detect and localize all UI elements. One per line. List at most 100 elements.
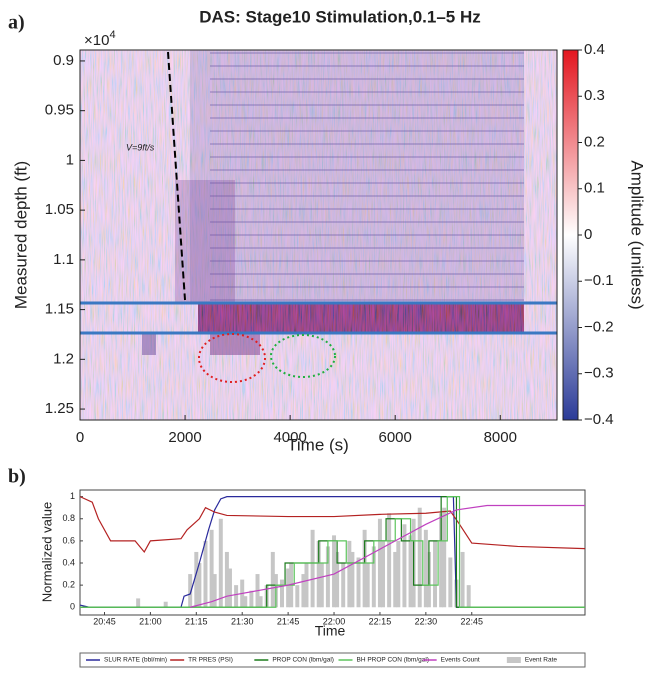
y-tick-label: 0 <box>70 602 75 612</box>
velocity-line <box>167 51 186 301</box>
x-tick-label: 2000 <box>168 429 201 446</box>
bar <box>362 529 367 608</box>
x-axis-label: Time <box>315 623 346 639</box>
y-tick-label: 0.2 <box>62 580 75 590</box>
y-axis-label: Measured depth (ft) <box>11 161 30 309</box>
bar <box>270 551 275 608</box>
bar <box>227 568 232 608</box>
highlight-ellipse <box>198 333 266 383</box>
colorbar-tick-label: −0.3 <box>584 365 614 382</box>
colorbar-tick-label: 0.2 <box>584 133 605 150</box>
bar <box>163 601 168 608</box>
bar <box>295 585 300 608</box>
x-tick-label: 8000 <box>484 429 517 446</box>
x-tick-label: 20:45 <box>93 616 116 626</box>
colorbar-tick-label: −0.1 <box>584 272 614 289</box>
bar <box>249 590 254 608</box>
bar <box>417 507 422 608</box>
bar <box>439 513 444 608</box>
y-tick-label: 0.95 <box>45 102 74 119</box>
y-offset-base: ×10 <box>84 32 109 49</box>
bar <box>136 598 141 608</box>
y-tick-label: 0.4 <box>62 557 75 567</box>
bar <box>402 524 407 608</box>
panel-label: b) <box>8 466 26 488</box>
colorbar-tick-label: −0.4 <box>584 411 614 428</box>
bar <box>304 563 309 608</box>
x-tick-label: 22:45 <box>460 616 483 626</box>
series-line <box>190 504 585 608</box>
legend <box>79 652 586 668</box>
legend-label: TR PRES (PSI) <box>188 657 233 664</box>
bar <box>188 574 193 608</box>
bar <box>365 563 370 608</box>
legend-label: BH PROP CON (lbm/gal) <box>357 657 429 664</box>
bar <box>209 529 214 608</box>
colorbar-tick-label: 0.4 <box>584 41 605 58</box>
heatmap-image <box>80 50 557 420</box>
bar <box>258 596 263 608</box>
bar <box>197 563 202 608</box>
x-tick-label: 21:15 <box>185 616 208 626</box>
bar <box>466 585 471 608</box>
bar <box>393 551 398 608</box>
bar <box>377 518 382 608</box>
bar <box>335 551 340 608</box>
bar <box>319 563 324 608</box>
bar <box>212 574 217 608</box>
legend-swatch <box>506 657 521 663</box>
x-tick-label: 21:00 <box>139 616 162 626</box>
y-tick-label: 1 <box>70 491 75 501</box>
bar <box>341 563 346 608</box>
bar <box>423 529 428 608</box>
annotation: V=9ft/s <box>126 142 155 152</box>
y-tick-label: 0.8 <box>62 513 75 523</box>
y-tick-label: 1.25 <box>45 400 74 417</box>
y-tick-label: 1.05 <box>45 201 74 218</box>
x-tick-label: 6000 <box>379 429 412 446</box>
x-tick-label: 4000 <box>273 429 306 446</box>
x-tick-label: 22:00 <box>323 616 346 626</box>
legend-label: PROP CON (lbm/gal) <box>272 657 334 664</box>
highlight-ellipse <box>270 334 336 378</box>
axes-frame <box>79 489 586 616</box>
y-offset: ×104 <box>84 29 116 49</box>
colorbar-tick-label: 0.3 <box>584 87 605 104</box>
colorbar-tick-label: 0.1 <box>584 180 605 197</box>
x-axis-label: Time (s) <box>287 435 349 454</box>
bar <box>356 557 361 608</box>
y-axis-label: Normalized value <box>39 502 54 602</box>
bar <box>347 540 352 608</box>
bar <box>371 546 376 608</box>
bar <box>460 551 465 608</box>
x-tick-label: 21:45 <box>277 616 300 626</box>
legend-label: Event Rate <box>525 657 558 664</box>
bar <box>243 596 248 608</box>
series-line <box>80 496 585 608</box>
series-line <box>79 496 586 554</box>
bar <box>448 557 453 608</box>
x-tick-label: 0 <box>76 429 84 446</box>
colorbar-tick-label: 0 <box>584 226 592 243</box>
bar <box>350 551 355 608</box>
colorbar-label: Amplitude (unitless) <box>628 160 647 309</box>
x-tick-label: 21:30 <box>231 616 254 626</box>
legend-label: Events Count <box>441 657 480 664</box>
bar <box>332 535 337 608</box>
y-tick-label: 0.6 <box>62 535 75 545</box>
bar <box>387 513 392 608</box>
bar <box>234 585 239 608</box>
x-tick-label: 22:15 <box>369 616 392 626</box>
bar <box>442 507 447 608</box>
bar <box>381 540 385 608</box>
bar <box>316 540 321 608</box>
series-line <box>80 496 585 608</box>
bar <box>310 529 315 608</box>
bar <box>396 540 401 608</box>
y-tick-label: 1.2 <box>53 350 74 367</box>
x-tick-label: 22:30 <box>415 616 438 626</box>
chart-title: DAS: Stage10 Stimulation,0.1–5 Hz <box>199 7 481 26</box>
y-offset-exponent: 4 <box>109 29 115 41</box>
bar <box>194 551 199 608</box>
